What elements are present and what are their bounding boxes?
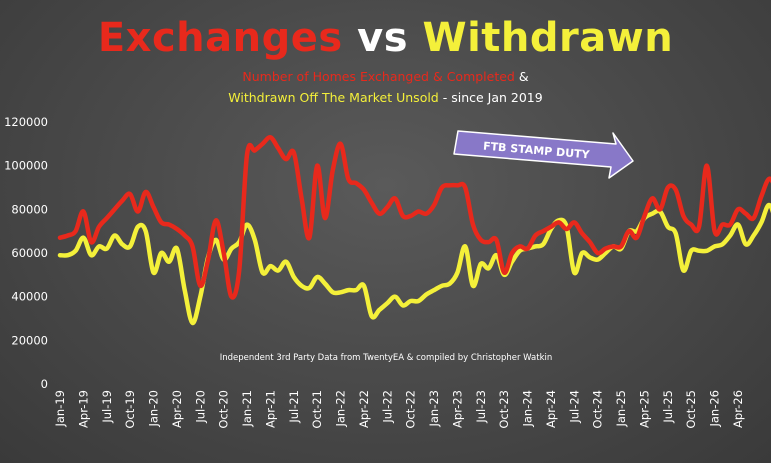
x-tick-label: Apr-22 (357, 390, 371, 428)
subtitle-ampersand: & (514, 69, 529, 84)
ftb-arrow-shape (453, 130, 634, 179)
x-tick-label: Apr-23 (450, 390, 464, 428)
x-tick-label: Jan-23 (427, 390, 441, 428)
x-tick-label: Oct-22 (404, 390, 418, 429)
subtitle-line-1: Number of Homes Exchanged & Completed & (0, 68, 771, 86)
x-tick-label: Apr-25 (637, 390, 651, 428)
series-layer (57, 135, 771, 326)
x-tick-label: Jul-22 (380, 390, 394, 424)
y-axis-ticks: 0 20000 40000 60000 80000 100000 120000 (4, 115, 48, 391)
y-tick-label: 20000 (11, 333, 48, 347)
x-tick-label: Jul-23 (474, 390, 488, 424)
x-tick-label: Apr-19 (76, 390, 90, 428)
subtitle-exchanges-text: Number of Homes Exchanged & Completed (242, 69, 515, 84)
x-tick-label: Jan-22 (334, 390, 348, 428)
y-tick-label: 40000 (11, 290, 48, 304)
x-tick-label: Oct-19 (123, 390, 137, 429)
x-tick-label: Oct-25 (684, 390, 698, 429)
y-tick-label: 0 (41, 377, 48, 391)
y-tick-label: 60000 (11, 246, 48, 260)
exchanges-series-line (57, 135, 771, 300)
x-axis-ticks: Jan-19 Apr-19 Jul-19 Oct-19 Jan-20 Apr-20 Jul-… (53, 390, 745, 429)
x-tick-label: Apr-21 (263, 390, 277, 428)
x-tick-label: Jan-19 (53, 390, 67, 428)
x-tick-label: Oct-24 (591, 390, 605, 429)
subtitle-withdrawn-text: Withdrawn Off The Market Unsold (228, 90, 439, 105)
subtitle-since: - since Jan 2019 (438, 90, 543, 105)
x-tick-label: Oct-21 (310, 390, 324, 429)
y-tick-label: 100000 (4, 159, 48, 173)
x-tick-label: Jul-25 (661, 390, 675, 424)
x-tick-label: Jul-21 (287, 390, 301, 424)
title-exchanges: Exchanges (97, 15, 343, 61)
x-tick-label: Jan-21 (240, 390, 254, 428)
x-tick-label: Jan-25 (614, 390, 628, 428)
x-tick-label: Apr-26 (731, 390, 745, 428)
subtitle-line-2: Withdrawn Off The Market Unsold - since … (0, 89, 771, 107)
x-tick-label: Apr-20 (170, 390, 184, 428)
y-tick-label: 80000 (11, 202, 48, 216)
x-tick-label: Apr-24 (544, 390, 558, 428)
withdrawn-series-line (57, 202, 771, 326)
x-tick-label: Jan-20 (147, 390, 161, 428)
x-tick-label: Jul-24 (567, 390, 581, 424)
y-tick-label: 120000 (4, 115, 48, 129)
title-vs: vs (357, 15, 409, 61)
x-tick-label: Jan-24 (521, 390, 535, 428)
source-note: Independent 3rd Party Data from TwentyEA… (220, 353, 553, 363)
x-tick-label: Oct-20 (217, 390, 231, 429)
x-tick-label: Jul-20 (193, 390, 207, 424)
title-withdrawn: Withdrawn (422, 15, 674, 61)
x-tick-label: Oct-23 (497, 390, 511, 429)
ftb-arrow-annotation: FTB STAMP DUTY (453, 130, 634, 179)
x-tick-label: Jan-26 (708, 390, 722, 428)
chart-title: Exchanges vs Withdrawn (0, 14, 771, 62)
x-tick-label: Jul-19 (100, 390, 114, 424)
